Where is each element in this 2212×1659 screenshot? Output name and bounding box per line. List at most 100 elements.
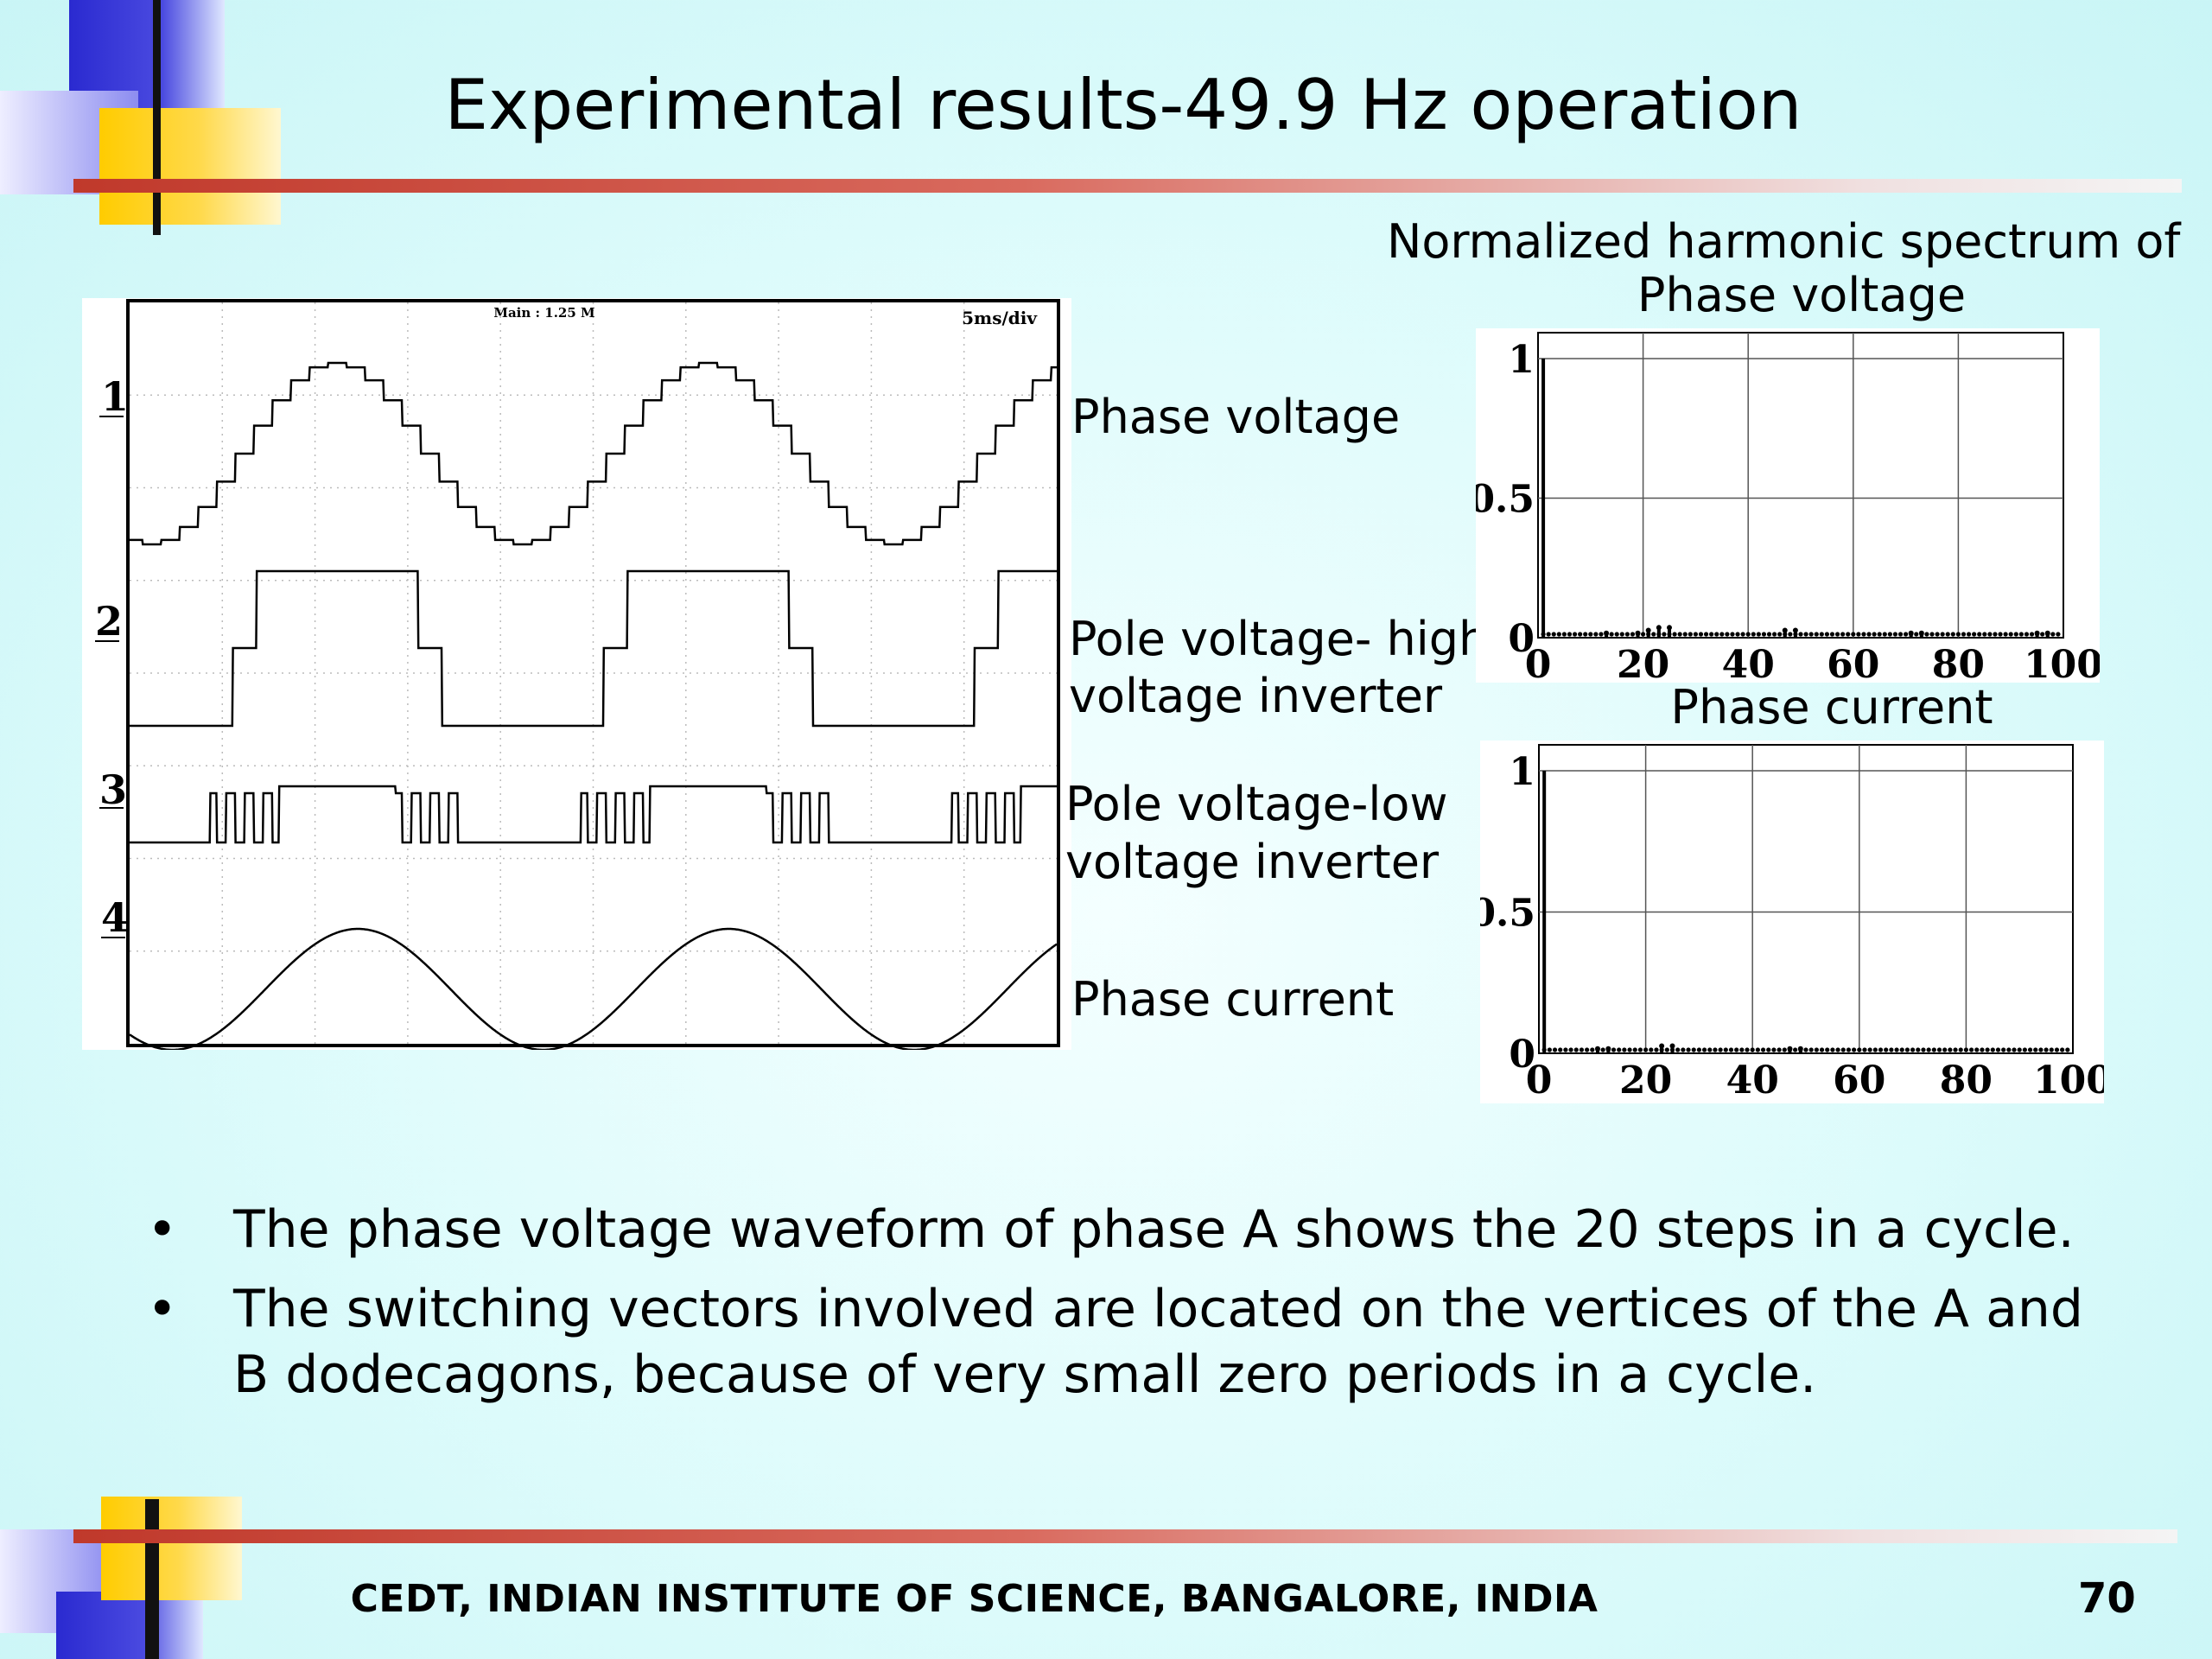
spectrum-voltage-baseline-dot [1935,632,1940,637]
spectrum-voltage-baseline-dot [1588,632,1593,637]
spectrum-voltage-baseline-dot [1846,632,1851,637]
spectrum-current-baseline-dot [1681,1047,1686,1052]
spectrum-voltage-bar-tip [1667,625,1672,631]
bullet-dot: • [147,1279,178,1339]
spectrum-current-baseline-dot [1990,1047,1995,1052]
spectrum-voltage-baseline-dot [1987,632,1993,637]
spectrum-voltage-bar-tip [1656,625,1662,631]
label-pole-high-line2: voltage inverter [1069,669,1443,723]
spectrum-voltage-baseline-dot [1803,632,1808,637]
spectrum-voltage-baseline-dot [1840,632,1846,637]
spectrum-voltage-baseline-dot [1609,632,1614,637]
spectrum-current-baseline-dot [1627,1047,1632,1052]
trace-phase-current [129,927,1058,1050]
spectrum-voltage-bar-tip [2034,630,2040,636]
spectrum-current-baseline-dot [1867,1047,1872,1052]
bullet-text: The switching vectors involved are locat… [233,1279,2084,1405]
spectrum-voltage-baseline-dot [1561,632,1567,637]
spectrum-current-baseline-dot [2038,1047,2044,1052]
spectrum-voltage-baseline-dot [1719,632,1725,637]
spectrum-current-baseline-dot [1835,1047,1840,1052]
spectrum-voltage-title-line2: Phase voltage [1637,268,1967,322]
scope-top-label: Main : 1.25 M [493,305,594,321]
spectrum-voltage-baseline-dot [1866,632,1872,637]
spectrum-voltage-baseline-dot [1677,632,1682,637]
spectrum-voltage-baseline-dot [1851,632,1856,637]
label-phase-voltage: Phase voltage [1071,390,1401,444]
spectrum-current-baseline-dot [1916,1047,1921,1052]
spectrum-current-baseline-dot [1840,1047,1846,1052]
spectrum-voltage-baseline-dot [1651,632,1656,637]
label-phase-current: Phase current [1071,972,1395,1027]
spectrum-voltage-xtick-label: 40 [1722,643,1775,683]
spectrum-voltage-baseline-dot [1730,632,1735,637]
spectrum-current-baseline-dot [1713,1047,1718,1052]
spectrum-current-baseline-dot [1968,1047,1974,1052]
spectrum-current-baseline-dot [1793,1047,1798,1052]
spectrum-voltage-baseline-dot [1808,632,1814,637]
page-title: Experimental results-49.9 Hz operation [444,65,1802,145]
spectrum-current-baseline-dot [1889,1047,1894,1052]
deco-square-yellow-bottom [101,1497,242,1600]
spectrum-voltage-baseline-dot [1772,632,1777,637]
spectrum-current-xtick-label: 80 [1940,1058,1993,1103]
spectrum-voltage-baseline-dot [1751,632,1756,637]
spectrum-current-baseline-dot [1948,1047,1953,1052]
spectrum-voltage-xtick-label: 100 [2024,643,2100,683]
page-number: 70 [2078,1574,2136,1623]
spectrum-voltage-baseline-dot [1993,632,1998,637]
spectrum-current-baseline-dot [1643,1047,1649,1052]
spectrum-current-baseline-dot [1568,1047,1573,1052]
spectrum-current-title: Phase current [1670,680,1993,734]
spectrum-voltage-baseline-dot [1798,632,1803,637]
spectrum-voltage-baseline-dot [1924,632,1929,637]
scope-timebase: 5ms/div [962,308,1038,328]
spectrum-voltage-baseline-dot [1698,632,1704,637]
spectrum-voltage-ytick-label: 0.5 [1476,478,1535,522]
spectrum-voltage-xtick-label: 20 [1617,643,1669,683]
spectrum-voltage-baseline-dot [1756,632,1761,637]
spectrum-current-xtick-label: 60 [1833,1058,1885,1103]
spectrum-current-baseline-dot [1739,1047,1745,1052]
spectrum-voltage-baseline-dot [1735,632,1740,637]
trace-phase-voltage [130,361,1057,546]
spectrum-voltage-baseline-dot [2024,632,2030,637]
spectrum-voltage-bar-tip [2044,630,2050,636]
spectrum-voltage-baseline-dot [1583,632,1588,637]
spectrum-voltage-baseline-dot [1682,632,1688,637]
spectrum-current-baseline-dot [2017,1047,2022,1052]
spectrum-voltage-baseline-dot [1703,632,1709,637]
spectrum-voltage-xtick-label: 0 [1525,643,1552,683]
spectrum-voltage-baseline-dot [1630,632,1636,637]
spectrum-voltage-baseline-dot [1593,632,1599,637]
spectrum-current-baseline-dot [1579,1047,1585,1052]
spectrum-current-bar-tip [1605,1046,1611,1052]
spectrum-current-baseline-dot [1622,1047,1627,1052]
spectrum-current-baseline-dot [1980,1047,1985,1052]
spectrum-current-ytick-label: 1 [1509,750,1535,794]
spectrum-voltage-baseline-dot [1904,632,1909,637]
spectrum-voltage-baseline-dot [1940,632,1945,637]
spectrum-voltage-baseline-dot [1955,632,1961,637]
spectrum-voltage-frame [1537,332,2064,639]
spectrum-voltage-baseline-dot [2013,632,2018,637]
spectrum-current-baseline-dot [1611,1047,1617,1052]
spectrum-current-baseline-dot [1777,1047,1782,1052]
spectrum-current-baseline-dot [1617,1047,1622,1052]
spectrum-current-baseline-dot [2033,1047,2038,1052]
spectrum-voltage-baseline-dot [1672,632,1677,637]
spectrum-current-bar-tip [1787,1046,1793,1052]
label-pole-low-line2: voltage inverter [1065,835,1440,889]
spectrum-current-baseline-dot [1760,1047,1766,1052]
spectrum-current-baseline-dot [1600,1047,1605,1052]
spectrum-current-baseline-dot [1872,1047,1878,1052]
spectrum-current-baseline-dot [1936,1047,1942,1052]
footer-rule [73,1529,2177,1543]
spectrum-current-baseline-dot [2001,1047,2006,1052]
spectrum-voltage-baseline-dot [2018,632,2024,637]
spectrum-current-baseline-dot [1808,1047,1814,1052]
spectrum-current-baseline-dot [1846,1047,1852,1052]
spectrum-voltage-baseline-dot [1572,632,1578,637]
spectrum-current-baseline-dot [1675,1047,1681,1052]
spectrum-current-baseline-dot [1904,1047,1910,1052]
